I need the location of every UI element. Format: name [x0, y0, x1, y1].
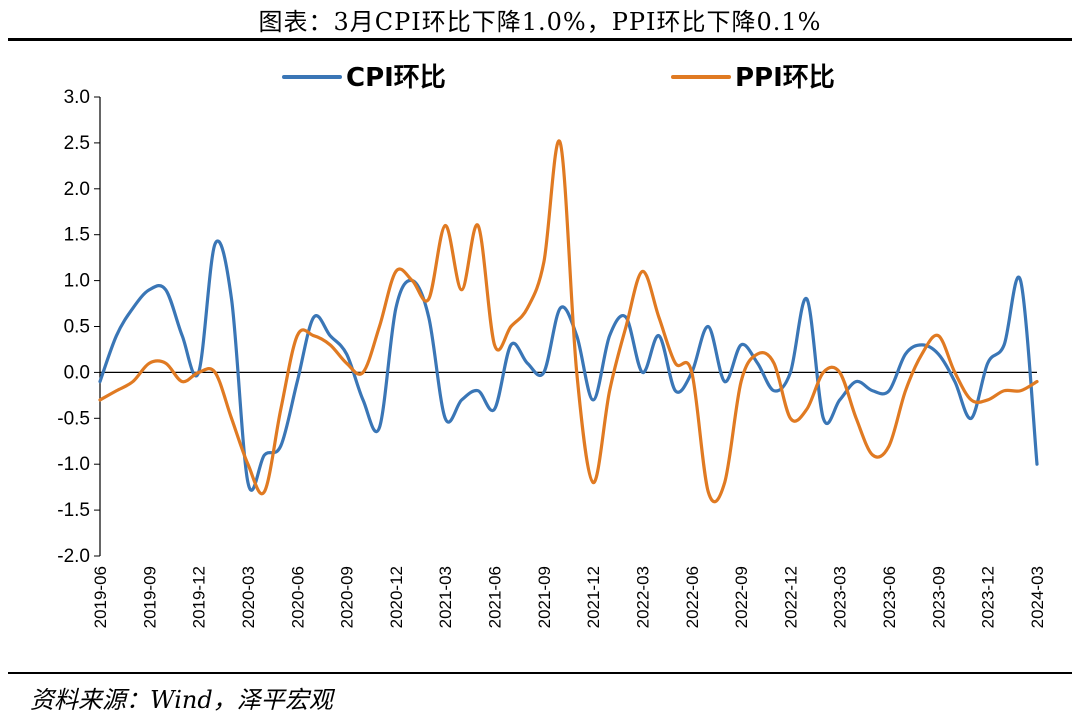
y-tick-label: 1.5	[64, 225, 90, 246]
ppi-series-line	[98, 139, 1039, 504]
y-tick-label: -2.0	[57, 546, 90, 567]
y-tick-label: 2.5	[64, 133, 90, 154]
x-axis: 2019-06 2019-09 2019-12 2020-03 2020-06 2020-…	[91, 371, 1047, 628]
x-tick-label: 2019-12	[190, 566, 209, 628]
x-tick-label: 2021-03	[436, 566, 455, 628]
x-tick-label: 2021-12	[584, 566, 603, 628]
y-tick-label: 1.0	[64, 271, 90, 292]
y-tick-label: 0.5	[64, 317, 90, 338]
legend-label-cpi: CPI环比	[346, 63, 446, 93]
legend-label-ppi: PPI环比	[735, 63, 835, 93]
x-tick-label: 2023-03	[831, 566, 850, 628]
cpi-series-line	[98, 239, 1039, 492]
x-tick-label: 2023-06	[880, 566, 899, 628]
source-note: 资料来源：Wind，泽平宏观	[30, 686, 333, 714]
top-rule	[8, 38, 1072, 41]
y-tick-label: -0.5	[57, 408, 90, 429]
x-tick-label: 2021-09	[535, 566, 554, 628]
chart-title: 图表：3月CPI环比下降1.0%，PPI环比下降0.1%	[258, 8, 822, 36]
y-axis: 3.0 2.5 2.0 1.5 1.0 0.5 0.0 -0.5 -1.0 -1.5 -2.0	[57, 87, 101, 567]
y-tick-label: 3.0	[64, 87, 90, 108]
y-tick-label: 2.0	[64, 179, 90, 200]
x-tick-label: 2019-06	[91, 566, 110, 628]
bottom-rule	[8, 672, 1072, 674]
x-tick-label: 2022-12	[781, 566, 800, 628]
x-tick-label: 2022-03	[633, 566, 652, 628]
y-tick-label: -1.5	[57, 500, 90, 521]
x-tick-label: 2022-09	[732, 566, 751, 628]
x-tick-label: 2020-12	[387, 566, 406, 628]
x-tick-label: 2021-06	[486, 566, 505, 628]
y-tick-label: 0.0	[64, 362, 90, 383]
x-tick-label: 2019-09	[140, 566, 159, 628]
x-tick-label: 2024-03	[1028, 566, 1047, 628]
x-tick-label: 2020-03	[239, 566, 258, 628]
x-tick-label: 2020-06	[288, 566, 307, 628]
x-tick-label: 2023-12	[979, 566, 998, 628]
y-tick-label: -1.0	[57, 454, 90, 475]
series-layer	[98, 139, 1039, 504]
x-tick-label: 2022-06	[683, 566, 702, 628]
x-tick-label: 2023-09	[929, 566, 948, 628]
legend: CPI环比 PPI环比	[282, 63, 835, 93]
x-tick-label: 2020-09	[338, 566, 357, 628]
